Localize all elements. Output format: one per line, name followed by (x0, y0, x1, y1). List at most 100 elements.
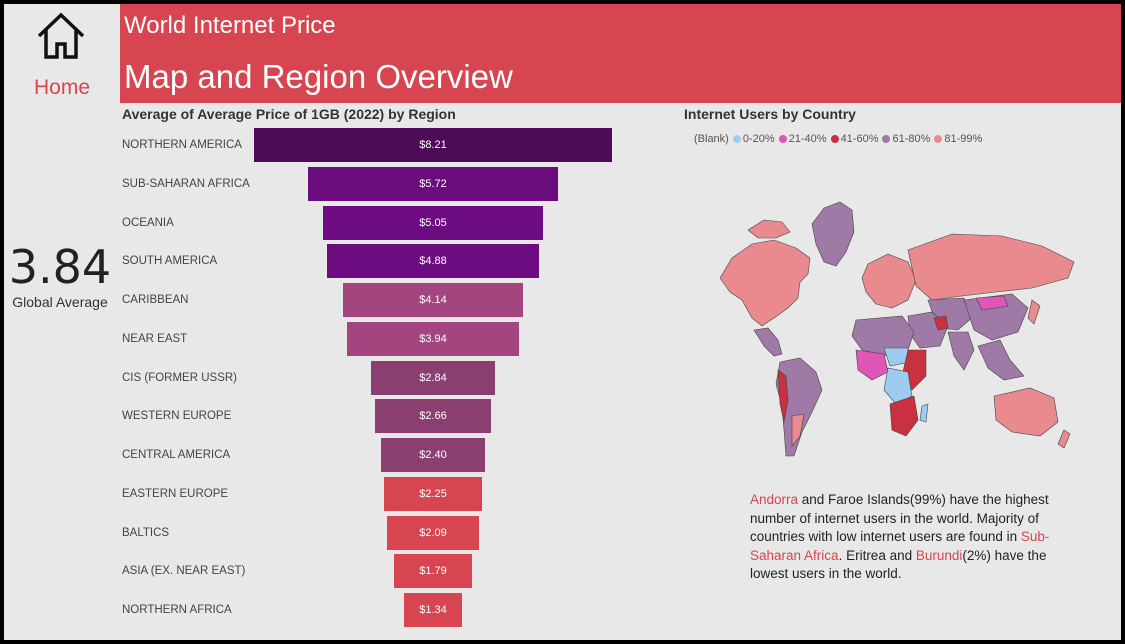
map-legend: (Blank) 0-20% 21-40% 41-60% 61-80% 81-99% (694, 133, 982, 145)
funnel-row[interactable]: NORTHERN AMERICA $8.21 (4, 128, 624, 162)
funnel-row[interactable]: SUB-SAHARAN AFRICA $5.72 (4, 166, 624, 201)
funnel-bar[interactable]: $2.40 (380, 438, 486, 472)
funnel-value-label: $1.79 (419, 565, 447, 578)
legend-item[interactable]: 81-99% (934, 133, 982, 145)
funnel-value-label: $1.34 (419, 604, 447, 616)
map-region-north-america[interactable] (719, 239, 811, 327)
funnel-category-label: SOUTH AMERICA (122, 255, 218, 268)
note-text-1: and Faroe Islands(99%) have the highest … (750, 492, 1049, 544)
global-average-label: Global Average (12, 294, 108, 310)
funnel-row[interactable]: EASTERN EUROPE $2.25 (4, 476, 624, 511)
funnel-row[interactable]: WESTERN EUROPE $2.66 (4, 399, 624, 434)
funnel-row[interactable]: CIS (FORMER USSR) $2.84 (4, 360, 624, 395)
legend-swatch (830, 135, 839, 143)
funnel-row[interactable]: NORTHERN AFRICA $1.34 (4, 593, 624, 627)
funnel-bar[interactable]: $2.25 (383, 476, 483, 511)
funnel-bar[interactable]: $3.94 (347, 321, 519, 356)
funnel-chart-title: Average of Average Price of 1GB (2022) b… (122, 106, 456, 122)
legend-item[interactable]: 41-60% (830, 133, 879, 145)
funnel-row[interactable]: ASIA (EX. NEAR EAST) $1.79 (4, 554, 624, 589)
map-region-andean[interactable] (777, 369, 789, 423)
funnel-category-label: SUB-SAHARAN AFRICA (122, 177, 250, 190)
funnel-category-label: NORTHERN AFRICA (122, 604, 232, 616)
report-canvas: Home World Internet Price Map and Region… (4, 4, 1121, 640)
map-region-europe[interactable] (861, 253, 917, 309)
funnel-category-label: BALTICS (122, 526, 170, 539)
legend-swatch (732, 135, 741, 143)
legend-swatch (778, 135, 787, 143)
map-region-southern-cone[interactable] (791, 413, 805, 447)
map-region-new-zealand[interactable] (1057, 429, 1071, 449)
funnel-value-label: $4.88 (419, 255, 447, 268)
global-average-value: 3.84 (8, 240, 112, 294)
funnel-value-label: $5.72 (419, 177, 447, 190)
map-region-south-asia[interactable] (947, 331, 975, 371)
funnel-bar[interactable]: $5.72 (308, 166, 558, 201)
note-highlight-sub-saharan: Sub-Saharan Africa (750, 529, 1050, 563)
report-supertitle: World Internet Price (124, 12, 336, 39)
funnel-bar[interactable]: $8.21 (254, 128, 612, 162)
funnel-category-label: CARIBBEAN (122, 294, 189, 306)
map-region-greenland[interactable] (811, 201, 855, 267)
funnel-bar[interactable]: $2.84 (371, 360, 495, 395)
funnel-bar[interactable]: $4.88 (326, 244, 540, 279)
map-region-australia[interactable] (993, 387, 1059, 437)
note-highlight-andorra: Andorra (750, 492, 799, 507)
funnel-category-label: NEAR EAST (122, 332, 188, 345)
map-region-madagascar[interactable] (919, 403, 929, 423)
funnel-row[interactable]: SOUTH AMERICA $4.88 (4, 244, 624, 279)
map-region-afghanistan[interactable] (933, 315, 949, 331)
legend-swatch (882, 135, 891, 143)
funnel-category-label: CIS (FORMER USSR) (122, 371, 237, 384)
home-label[interactable]: Home (33, 76, 91, 99)
funnel-value-label: $2.09 (419, 526, 447, 539)
legend-item[interactable]: (Blank) (694, 133, 729, 145)
insight-note: Andorra and Faroe Islands(99%) have the … (750, 491, 1070, 584)
funnel-category-label: OCEANIA (122, 216, 174, 229)
funnel-value-label: $4.14 (419, 294, 447, 306)
map-region-japan[interactable] (1027, 299, 1041, 325)
map-title: Internet Users by Country (684, 106, 856, 122)
funnel-category-label: NORTHERN AMERICA (122, 139, 242, 151)
funnel-bar[interactable]: $5.05 (322, 205, 544, 240)
map-region-russia[interactable] (907, 233, 1075, 301)
funnel-value-label: $2.84 (419, 371, 447, 384)
world-map[interactable] (712, 200, 1082, 462)
map-region-central-america[interactable] (753, 327, 783, 357)
legend-label: 0-20% (742, 133, 775, 145)
map-region-southeast-asia[interactable] (977, 339, 1025, 381)
funnel-value-label: $3.94 (419, 332, 447, 345)
home-icon[interactable] (36, 12, 86, 60)
funnel-row[interactable]: CENTRAL AMERICA $2.40 (4, 438, 624, 472)
note-text-2: . Eritrea and (838, 547, 916, 563)
funnel-bar[interactable]: $2.66 (375, 399, 491, 434)
funnel-bar[interactable]: $1.34 (403, 593, 463, 627)
legend-item[interactable]: 61-80% (882, 133, 930, 145)
note-text-3: (2%) have the lowest users in the world. (750, 547, 1047, 582)
funnel-value-label: $2.66 (419, 410, 447, 423)
legend-item[interactable]: 0-20% (732, 133, 775, 145)
funnel-bar[interactable]: $1.79 (393, 554, 473, 589)
funnel-value-label: $2.25 (419, 487, 447, 500)
map-region-west-africa[interactable] (855, 349, 889, 381)
funnel-row[interactable]: OCEANIA $5.05 (4, 205, 624, 240)
funnel-row[interactable]: CARIBBEAN $4.14 (4, 283, 624, 317)
legend-label: 21-40% (788, 133, 827, 145)
funnel-row[interactable]: BALTICS $2.09 (4, 515, 624, 550)
legend-label: 61-80% (892, 133, 931, 145)
funnel-value-label: $2.40 (419, 449, 447, 461)
funnel-row[interactable]: NEAR EAST $3.94 (4, 321, 624, 356)
funnel-value-label: $8.21 (419, 139, 447, 151)
map-region-arctic-islands[interactable] (747, 219, 791, 239)
header-banner: World Internet Price Map and Region Over… (120, 4, 1121, 103)
legend-label: 41-60% (840, 133, 879, 145)
funnel-bar[interactable]: $2.09 (387, 515, 479, 550)
map-region-southern-africa[interactable] (889, 395, 919, 437)
legend-label: 81-99% (944, 133, 983, 145)
funnel-bar[interactable]: $4.14 (342, 283, 524, 317)
funnel-category-label: WESTERN EUROPE (122, 410, 232, 423)
legend-item[interactable]: 21-40% (778, 133, 827, 145)
map-region-mongolia[interactable] (975, 295, 1009, 311)
funnel-category-label: EASTERN EUROPE (122, 487, 229, 500)
legend-label: (Blank) (694, 133, 729, 145)
